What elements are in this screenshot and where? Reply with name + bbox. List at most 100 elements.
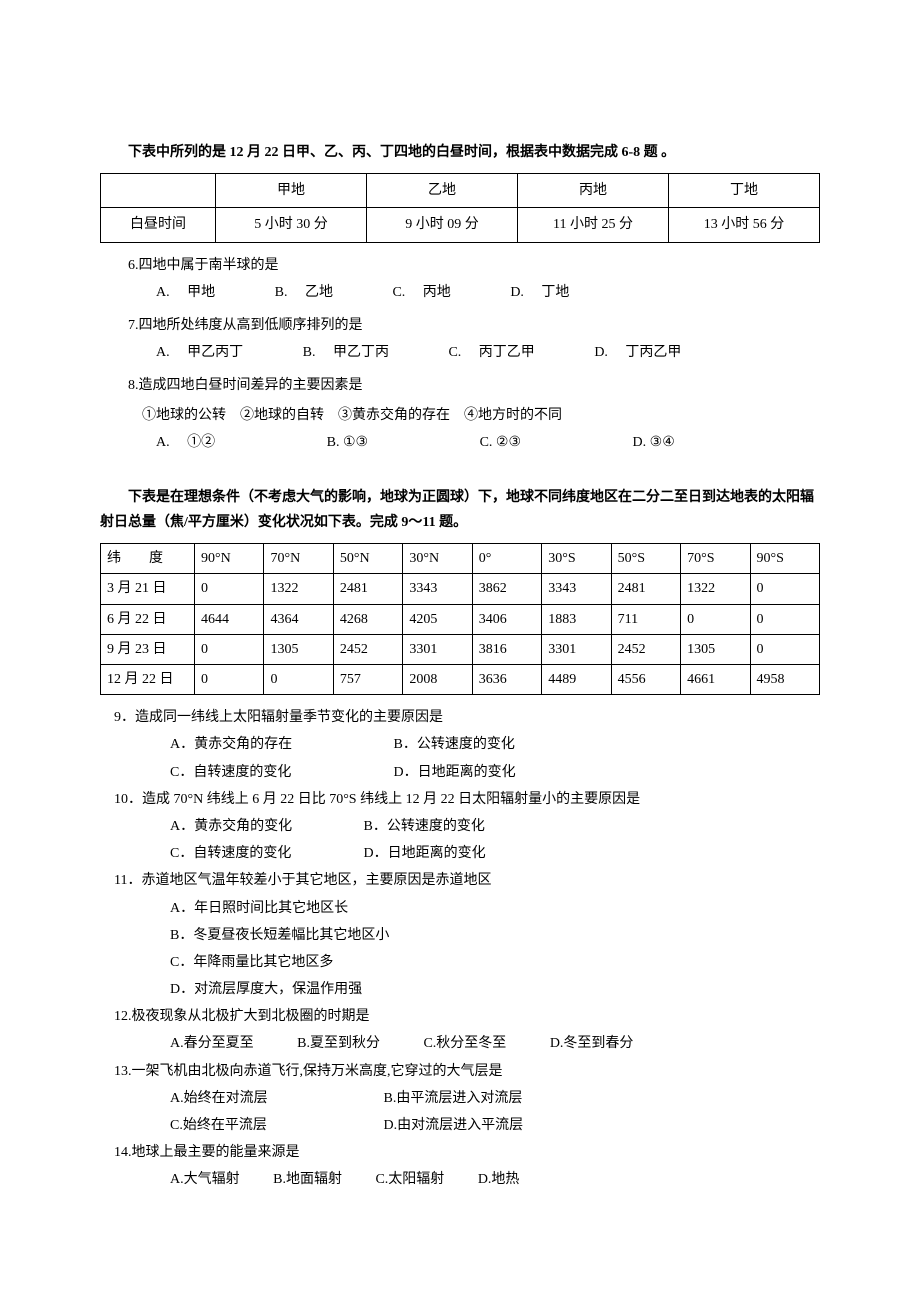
option-b: B.夏至到秋分 [297, 1031, 380, 1056]
option-a: A. ①② [128, 430, 215, 455]
option-c: C.太阳辐射 [375, 1167, 444, 1192]
option-a: A．黄赤交角的变化 [170, 814, 330, 839]
q8-options: A. ①② B. ①③ C. ②③ D. ③④ [100, 430, 820, 455]
q10-options-row2: C．自转速度的变化 D．日地距离的变化 [100, 841, 820, 866]
q7-options: A. 甲乙丙丁 B. 甲乙丁丙 C. 丙丁乙甲 D. 丁丙乙甲 [100, 340, 820, 365]
cell: 2452 [611, 634, 680, 664]
cell: 3862 [472, 574, 541, 604]
table-row: 3 月 21 日 0 1322 2481 3343 3862 3343 2481… [101, 574, 820, 604]
option-a: A.春分至夏至 [170, 1031, 254, 1056]
option-c: C.秋分至冬至 [423, 1031, 506, 1056]
cell-header: 乙地 [367, 174, 518, 208]
cell: 2481 [611, 574, 680, 604]
q12-text: 12.极夜现象从北极扩大到北极圈的时期是 [100, 1004, 820, 1029]
cell: 0 [750, 604, 819, 634]
option-b: B. 甲乙丁丙 [275, 340, 389, 365]
cell-header: 丙地 [518, 174, 669, 208]
cell-value: 11 小时 25 分 [518, 208, 669, 242]
q13-options-row1: A.始终在对流层 B.由平流层进入对流层 [100, 1086, 820, 1111]
cell-header: 30°S [542, 544, 611, 574]
q10-options-row1: A．黄赤交角的变化 B．公转速度的变化 [100, 814, 820, 839]
option-a: A．黄赤交角的存在 [170, 732, 360, 757]
q10-text: 10．造成 70°N 纬线上 6 月 22 日比 70°S 纬线上 12 月 2… [100, 787, 820, 812]
option-b: B. ①③ [299, 430, 368, 455]
cell-value: 5 小时 30 分 [216, 208, 367, 242]
q11-option-a: A．年日照时间比其它地区长 [100, 896, 820, 921]
table-row: 6 月 22 日 4644 4364 4268 4205 3406 1883 7… [101, 604, 820, 634]
cell: 711 [611, 604, 680, 634]
option-d: D．日地距离的变化 [364, 841, 486, 866]
option-d: D．日地距离的变化 [394, 760, 516, 785]
q11-option-d: D．对流层厚度大，保温作用强 [100, 977, 820, 1002]
q9-options-row1: A．黄赤交角的存在 B．公转速度的变化 [100, 732, 820, 757]
option-b: B.由平流层进入对流层 [384, 1086, 523, 1111]
option-b: B．公转速度的变化 [394, 732, 515, 757]
q6-options: A. 甲地 B. 乙地 C. 丙地 D. 丁地 [100, 280, 820, 305]
option-c: C．自转速度的变化 [170, 760, 360, 785]
cell: 2452 [333, 634, 402, 664]
exam-page: 下表中所列的是 12 月 22 日甲、乙、丙、丁四地的白昼时间，根据表中数据完成… [0, 0, 920, 1255]
cell-value: 13 小时 56 分 [668, 208, 819, 242]
option-c: C.始终在平流层 [170, 1113, 350, 1138]
option-a: A. 甲地 [128, 280, 215, 305]
table-row: 甲地 乙地 丙地 丁地 [101, 174, 820, 208]
option-c: C. 丙丁乙甲 [420, 340, 534, 365]
cell: 0 [195, 665, 264, 695]
cell-header: 90°S [750, 544, 819, 574]
option-c: C. 丙地 [364, 280, 450, 305]
option-a: A.始终在对流层 [170, 1086, 350, 1111]
option-b: B. 乙地 [247, 280, 333, 305]
cell: 3636 [472, 665, 541, 695]
q14-text: 14.地球上最主要的能量来源是 [100, 1140, 820, 1165]
cell-header: 90°N [195, 544, 264, 574]
option-d: D. 丁丙乙甲 [566, 340, 681, 365]
q9-options-row2: C．自转速度的变化 D．日地距离的变化 [100, 760, 820, 785]
cell-value: 9 小时 09 分 [367, 208, 518, 242]
cell: 1305 [681, 634, 750, 664]
q7-text: 7.四地所处纬度从高到低顺序排列的是 [100, 313, 820, 338]
section1-intro: 下表中所列的是 12 月 22 日甲、乙、丙、丁四地的白昼时间，根据表中数据完成… [100, 140, 820, 165]
cell: 3343 [403, 574, 472, 604]
cell-header: 50°S [611, 544, 680, 574]
section2-intro: 下表是在理想条件（不考虑大气的影响，地球为正圆球）下，地球不同纬度地区在二分二至… [100, 485, 820, 535]
table-row: 纬 度 90°N 70°N 50°N 30°N 0° 30°S 50°S 70°… [101, 544, 820, 574]
cell: 4556 [611, 665, 680, 695]
cell: 4661 [681, 665, 750, 695]
cell-blank [101, 174, 216, 208]
cell: 12 月 22 日 [101, 665, 195, 695]
cell: 6 月 22 日 [101, 604, 195, 634]
cell: 3406 [472, 604, 541, 634]
cell: 4644 [195, 604, 264, 634]
table-radiation: 纬 度 90°N 70°N 50°N 30°N 0° 30°S 50°S 70°… [100, 543, 820, 695]
option-d: D.冬至到春分 [550, 1031, 634, 1056]
option-c: C．自转速度的变化 [170, 841, 330, 866]
option-b: B.地面辐射 [273, 1167, 342, 1192]
cell: 9 月 23 日 [101, 634, 195, 664]
option-a: A. 甲乙丙丁 [128, 340, 243, 365]
cell: 3301 [542, 634, 611, 664]
option-b: B．公转速度的变化 [364, 814, 485, 839]
option-c: C. ②③ [452, 430, 521, 455]
q12-options: A.春分至夏至 B.夏至到秋分 C.秋分至冬至 D.冬至到春分 [100, 1031, 820, 1056]
cell: 0 [195, 634, 264, 664]
q11-option-c: C．年降雨量比其它地区多 [100, 950, 820, 975]
cell: 3 月 21 日 [101, 574, 195, 604]
cell: 1883 [542, 604, 611, 634]
cell: 1322 [264, 574, 333, 604]
cell: 0 [264, 665, 333, 695]
cell: 0 [681, 604, 750, 634]
q8-text: 8.造成四地白昼时间差异的主要因素是 [100, 373, 820, 398]
cell: 4205 [403, 604, 472, 634]
cell-header: 30°N [403, 544, 472, 574]
option-d: D. 丁地 [482, 280, 569, 305]
q6-text: 6.四地中属于南半球的是 [100, 253, 820, 278]
cell: 2008 [403, 665, 472, 695]
q13-text: 13.一架飞机由北极向赤道飞行,保持万米高度,它穿过的大气层是 [100, 1059, 820, 1084]
cell: 3343 [542, 574, 611, 604]
table-row: 9 月 23 日 0 1305 2452 3301 3816 3301 2452… [101, 634, 820, 664]
q11-text: 11．赤道地区气温年较差小于其它地区，主要原因是赤道地区 [100, 868, 820, 893]
cell: 4268 [333, 604, 402, 634]
cell: 1305 [264, 634, 333, 664]
cell-header: 甲地 [216, 174, 367, 208]
cell: 4958 [750, 665, 819, 695]
